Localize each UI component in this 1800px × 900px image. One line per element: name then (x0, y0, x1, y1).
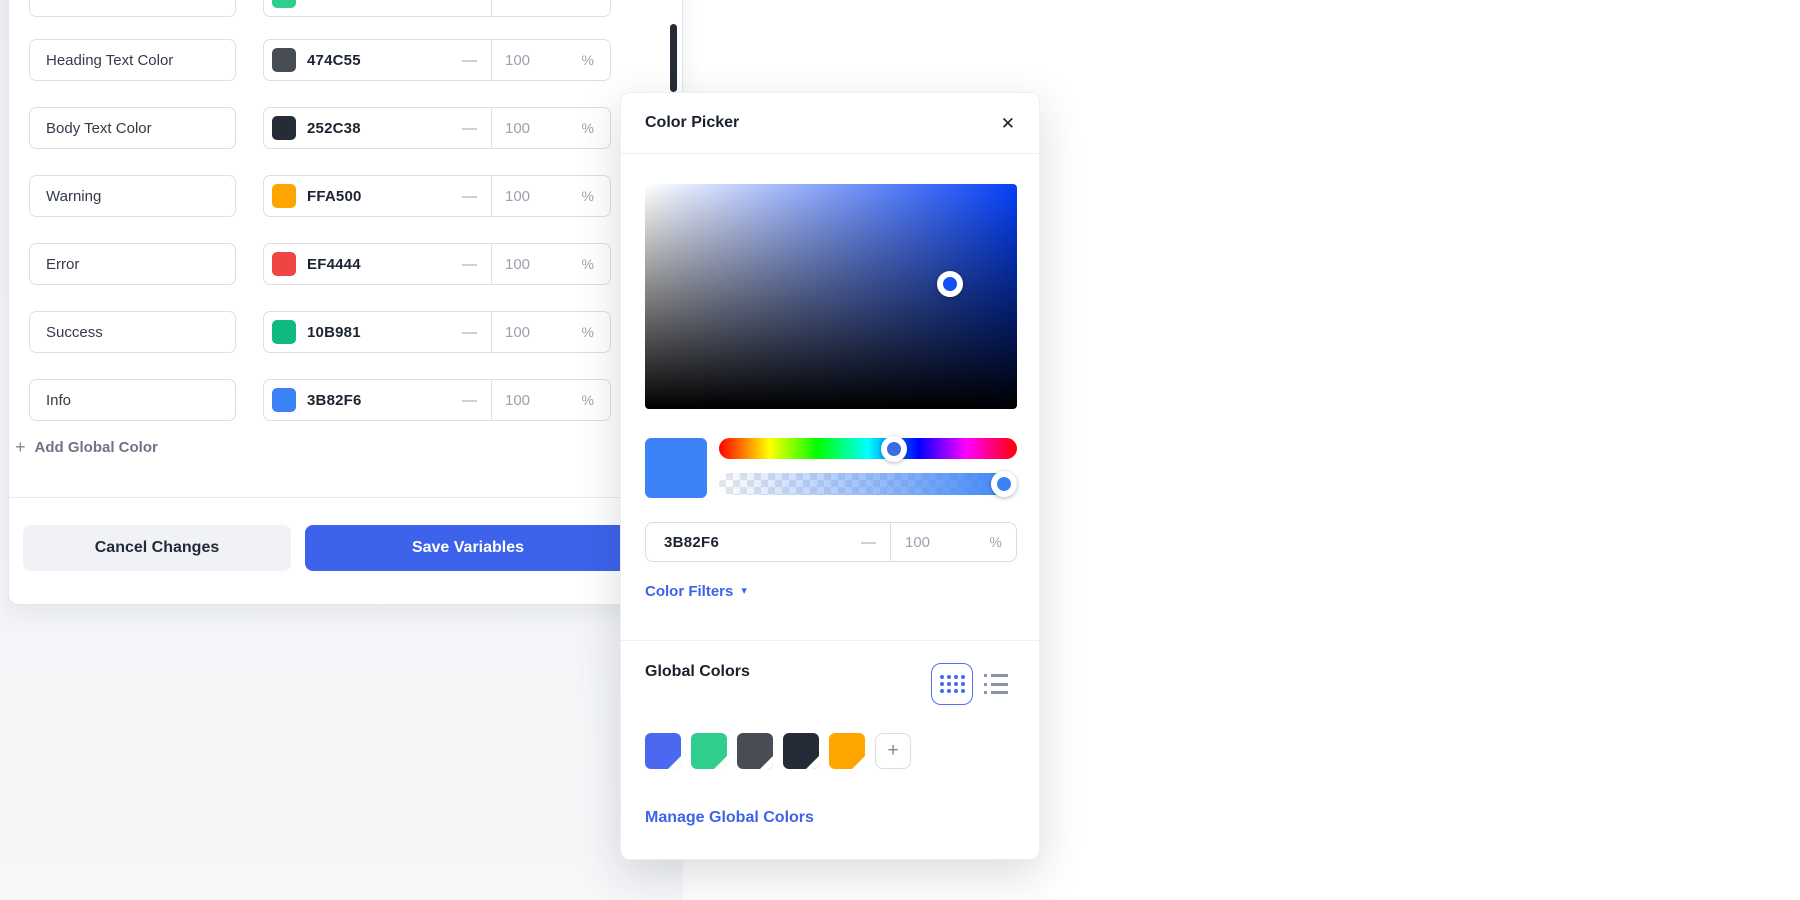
variable-row: Info 3B82F6 — 100 % (9, 379, 682, 421)
variable-name-input[interactable]: Error (29, 243, 236, 285)
dash-separator: — (462, 51, 477, 69)
hex-value: 474C55 (307, 51, 361, 69)
variable-name-input[interactable]: Warning (29, 175, 236, 217)
color-swatch[interactable] (272, 116, 296, 140)
global-swatch[interactable] (829, 733, 865, 769)
global-colors-title: Global Colors (645, 663, 750, 680)
dash-separator: — (861, 533, 876, 551)
global-colors-panel: Heading Text Color 474C55 — 100 % Body T… (8, 0, 683, 605)
add-global-color-label: Add Global Color (34, 438, 158, 456)
color-swatch[interactable] (272, 48, 296, 72)
opacity-input[interactable]: 100 (505, 119, 531, 137)
opacity-input[interactable]: 100 (505, 51, 531, 69)
plus-icon: + (887, 740, 899, 761)
percent-sign: % (581, 324, 594, 340)
percent-sign: % (581, 392, 594, 408)
variable-color-field[interactable]: FFA500 — 100 % (263, 175, 611, 217)
global-swatch[interactable] (783, 733, 819, 769)
variable-color-field[interactable]: 474C55 — 100 % (263, 39, 611, 81)
opacity-input[interactable]: 100 (905, 533, 931, 551)
grid-dots (939, 675, 965, 693)
swatch-corner-fold (806, 756, 819, 769)
swatch-corner-fold (714, 756, 727, 769)
panel-scrollbar-thumb[interactable] (670, 24, 677, 92)
variable-row-partial (9, 0, 682, 17)
color-swatch[interactable] (272, 320, 296, 344)
dash-separator: — (462, 187, 477, 205)
variable-color-field[interactable]: 252C38 — 100 % (263, 107, 611, 149)
global-swatches-row: + (645, 733, 911, 769)
panel-footer-divider (9, 497, 682, 498)
alpha-slider-handle[interactable] (991, 471, 1017, 497)
dialog-header: Color Picker ✕ (621, 93, 1039, 154)
list-view-icon[interactable] (984, 672, 1010, 696)
variable-name-input[interactable]: Info (29, 379, 236, 421)
hex-value: 3B82F6 (307, 391, 362, 409)
swatch-corner-fold (760, 756, 773, 769)
variable-color-field[interactable]: 10B981 — 100 % (263, 311, 611, 353)
hue-slider-handle[interactable] (881, 436, 907, 462)
dialog-section-divider (621, 640, 1039, 641)
variable-row: Success 10B981 — 100 % (9, 311, 682, 353)
color-filters-label: Color Filters (645, 583, 734, 600)
percent-sign: % (581, 256, 594, 272)
global-swatch[interactable] (691, 733, 727, 769)
add-global-color-button[interactable]: + Add Global Color (15, 438, 158, 456)
opacity-input[interactable]: 100 (505, 391, 531, 409)
opacity-input[interactable]: 100 (505, 323, 531, 341)
color-swatch[interactable] (272, 184, 296, 208)
variable-name-input[interactable]: Body Text Color (29, 107, 236, 149)
percent-sign: % (581, 52, 594, 68)
variable-color-field[interactable] (263, 0, 611, 17)
variable-row: Warning FFA500 — 100 % (9, 175, 682, 217)
dash-separator: — (462, 391, 477, 409)
current-color-preview (645, 438, 707, 498)
cancel-changes-button[interactable]: Cancel Changes (23, 525, 291, 571)
dash-separator: — (462, 323, 477, 341)
dash-separator: — (462, 119, 477, 137)
hex-value: EF4444 (307, 255, 361, 273)
variable-row: Body Text Color 252C38 — 100 % (9, 107, 682, 149)
variable-name-input[interactable]: Heading Text Color (29, 39, 236, 81)
variable-row: Error EF4444 — 100 % (9, 243, 682, 285)
variable-name-input[interactable] (29, 0, 236, 17)
dash-separator: — (462, 255, 477, 273)
color-swatch[interactable] (272, 388, 296, 412)
save-variables-button[interactable]: Save Variables (305, 525, 631, 571)
alpha-slider[interactable] (719, 473, 1017, 495)
saturation-area[interactable] (645, 184, 1017, 409)
caret-down-icon: ▾ (741, 585, 747, 597)
percent-sign: % (989, 534, 1002, 550)
hex-input[interactable]: 3B82F6 (664, 533, 720, 551)
grid-view-icon[interactable] (931, 663, 973, 705)
saturation-handle[interactable] (937, 271, 963, 297)
add-swatch-button[interactable]: + (875, 733, 911, 769)
color-swatch[interactable] (272, 252, 296, 276)
swatch-corner-fold (852, 756, 865, 769)
opacity-input[interactable]: 100 (505, 255, 531, 273)
variable-name-input[interactable]: Success (29, 311, 236, 353)
color-value-field: 3B82F6 — 100 % (645, 522, 1017, 562)
hex-value: FFA500 (307, 187, 362, 205)
dialog-title: Color Picker (645, 114, 740, 131)
variable-row: Heading Text Color 474C55 — 100 % (9, 39, 682, 81)
global-swatch[interactable] (737, 733, 773, 769)
variable-color-field[interactable]: EF4444 — 100 % (263, 243, 611, 285)
close-icon[interactable]: ✕ (1000, 113, 1015, 133)
color-filters-toggle[interactable]: Color Filters ▾ (645, 583, 747, 600)
opacity-input[interactable]: 100 (505, 187, 531, 205)
color-picker-dialog: Color Picker ✕ 3B82F6 — 100 % Color Filt… (620, 92, 1040, 860)
swatch-corner-fold (668, 756, 681, 769)
hex-value: 10B981 (307, 323, 361, 341)
plus-icon: + (15, 437, 26, 457)
hue-slider[interactable] (719, 438, 1017, 459)
percent-sign: % (581, 188, 594, 204)
global-swatch[interactable] (645, 733, 681, 769)
percent-sign: % (581, 120, 594, 136)
color-swatch[interactable] (272, 0, 296, 8)
manage-global-colors-link[interactable]: Manage Global Colors (645, 809, 814, 826)
variable-color-field[interactable]: 3B82F6 — 100 % (263, 379, 611, 421)
hex-value: 252C38 (307, 119, 361, 137)
